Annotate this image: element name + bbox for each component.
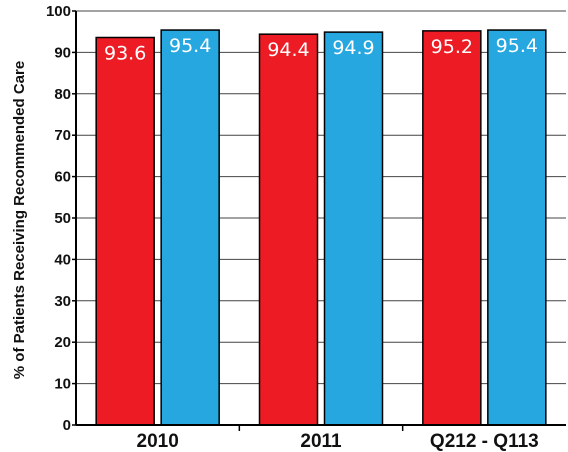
gridlines [76,10,566,385]
bar [487,29,547,426]
bar [95,36,155,426]
x-tick-label: 2011 [300,431,342,452]
data-label: 93.6 [104,42,146,64]
bars [95,29,547,426]
x-tick-labels: 2010 2011 Q212 - Q113 [137,431,539,452]
data-label: 95.2 [431,36,473,58]
y-axis-label: % of Patients Receiving Recommended Care [11,61,28,379]
y-tick-label: 100 [46,3,71,20]
bar [258,33,319,426]
y-tick-label: 90 [54,44,71,61]
bar [160,29,220,426]
bar [422,30,482,426]
x-tick-label: 2010 [137,431,179,452]
data-labels: 93.6 95.4 94.4 94.9 95.2 95.4 [104,35,538,64]
data-label: 94.4 [267,39,309,61]
data-label: 95.4 [496,35,538,57]
y-tick-label: 60 [54,169,71,186]
y-tick-label: 40 [54,251,71,268]
y-tick-label: 80 [54,86,71,103]
data-label: 95.4 [169,35,211,57]
bar [323,31,384,426]
y-tick-label: 0 [63,417,71,434]
y-tick-label: 70 [54,127,71,144]
y-tick-label: 20 [54,334,71,351]
y-tick-label: 30 [54,293,71,310]
data-label: 94.9 [332,37,374,59]
axes [72,10,566,431]
y-tick-label: 10 [54,376,71,393]
y-tick-labels: 0 10 20 30 40 50 60 70 80 90 100 [46,3,71,434]
y-tick-label: 50 [54,210,71,227]
x-tick-label: Q212 - Q113 [430,431,539,452]
